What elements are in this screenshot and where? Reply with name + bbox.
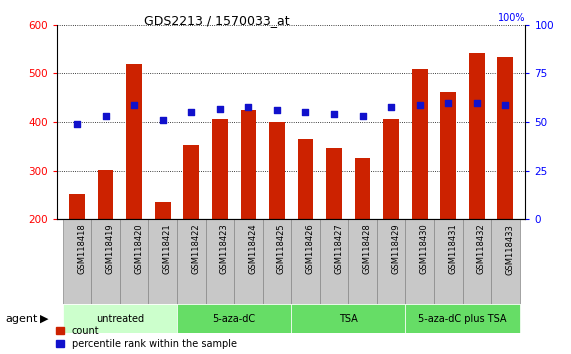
Text: GSM118419: GSM118419 — [106, 224, 115, 274]
Point — [215, 105, 224, 111]
FancyBboxPatch shape — [63, 219, 91, 304]
Bar — [98, 170, 114, 219]
Text: GSM118423: GSM118423 — [220, 224, 229, 274]
Text: 5-aza-dC plus TSA: 5-aza-dC plus TSA — [419, 314, 506, 324]
Bar — [497, 57, 513, 219]
Bar — [383, 119, 399, 219]
Bar — [69, 194, 85, 219]
Point — [301, 110, 310, 115]
Point — [158, 118, 167, 123]
Text: untreated: untreated — [96, 314, 144, 324]
FancyBboxPatch shape — [63, 304, 177, 333]
FancyBboxPatch shape — [348, 219, 377, 304]
FancyBboxPatch shape — [148, 219, 177, 304]
Point — [358, 113, 367, 119]
Text: GSM118425: GSM118425 — [277, 224, 286, 274]
Bar — [155, 202, 171, 219]
FancyBboxPatch shape — [291, 219, 320, 304]
Text: GSM118431: GSM118431 — [448, 224, 457, 274]
Text: TSA: TSA — [339, 314, 357, 324]
Text: agent: agent — [6, 314, 38, 324]
Bar — [469, 52, 485, 219]
Bar — [269, 122, 285, 219]
Text: GSM118432: GSM118432 — [477, 224, 486, 274]
Text: GSM118420: GSM118420 — [134, 224, 143, 274]
FancyBboxPatch shape — [491, 219, 520, 304]
Point — [387, 104, 396, 109]
Point — [272, 108, 282, 113]
Bar — [240, 110, 256, 219]
FancyBboxPatch shape — [177, 219, 206, 304]
FancyBboxPatch shape — [206, 219, 234, 304]
FancyBboxPatch shape — [405, 219, 434, 304]
FancyBboxPatch shape — [177, 304, 291, 333]
Point — [415, 102, 424, 107]
Point — [472, 100, 481, 105]
Text: GDS2213 / 1570033_at: GDS2213 / 1570033_at — [144, 14, 290, 27]
Text: 100%: 100% — [498, 13, 525, 23]
FancyBboxPatch shape — [320, 219, 348, 304]
FancyBboxPatch shape — [263, 219, 291, 304]
FancyBboxPatch shape — [91, 219, 120, 304]
Text: GSM118430: GSM118430 — [420, 224, 429, 274]
FancyBboxPatch shape — [377, 219, 405, 304]
FancyBboxPatch shape — [434, 219, 463, 304]
Text: 5-aza-dC: 5-aza-dC — [212, 314, 256, 324]
FancyBboxPatch shape — [120, 219, 148, 304]
Text: GSM118429: GSM118429 — [391, 224, 400, 274]
Point — [244, 104, 253, 109]
FancyBboxPatch shape — [405, 304, 520, 333]
Bar — [297, 139, 313, 219]
Point — [329, 112, 339, 117]
Bar — [126, 64, 142, 219]
Bar — [355, 158, 371, 219]
Point — [73, 121, 82, 127]
Text: GSM118426: GSM118426 — [305, 224, 315, 274]
Text: GSM118422: GSM118422 — [191, 224, 200, 274]
Bar — [440, 92, 456, 219]
Text: ▶: ▶ — [40, 314, 49, 324]
FancyBboxPatch shape — [463, 219, 491, 304]
Point — [101, 113, 110, 119]
Point — [130, 102, 139, 107]
Bar — [326, 148, 342, 219]
FancyBboxPatch shape — [234, 219, 263, 304]
Text: GSM118433: GSM118433 — [505, 224, 514, 275]
Point — [501, 102, 510, 107]
Point — [444, 100, 453, 105]
Text: GSM118421: GSM118421 — [163, 224, 172, 274]
Bar — [183, 145, 199, 219]
Text: GSM118428: GSM118428 — [363, 224, 372, 274]
Text: GSM118424: GSM118424 — [248, 224, 258, 274]
Point — [187, 110, 196, 115]
Text: GSM118427: GSM118427 — [334, 224, 343, 274]
Bar — [212, 119, 228, 219]
FancyBboxPatch shape — [291, 304, 405, 333]
Text: GSM118418: GSM118418 — [77, 224, 86, 274]
Bar — [412, 69, 428, 219]
Legend: count, percentile rank within the sample: count, percentile rank within the sample — [57, 326, 237, 349]
